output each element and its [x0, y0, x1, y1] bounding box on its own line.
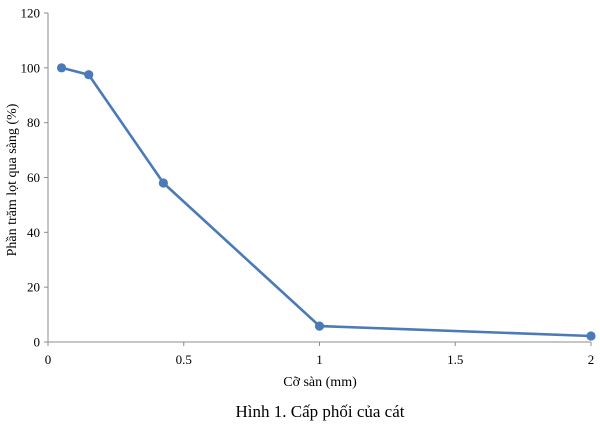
- plot-area: [56, 63, 596, 341]
- data-point: [586, 331, 596, 341]
- x-tick-label: 1.5: [447, 352, 463, 367]
- x-tick-label: 2: [588, 352, 595, 367]
- data-point: [56, 63, 67, 73]
- figure-caption: Hình 1. Cấp phối của cát: [235, 402, 404, 421]
- y-tick-label: 20: [27, 280, 40, 295]
- y-tick-label: 120: [21, 6, 41, 21]
- y-axis-ticks: 0 20 40 60 80 100 120: [21, 6, 48, 350]
- x-tick-label: 0: [45, 352, 52, 367]
- y-tick-label: 100: [21, 60, 41, 75]
- y-tick-label: 40: [27, 225, 40, 240]
- y-tick-label: 80: [27, 115, 40, 130]
- x-tick-label: 1: [316, 352, 323, 367]
- data-point: [84, 70, 94, 80]
- y-tick-label: 60: [27, 170, 40, 185]
- y-tick-label: 0: [34, 335, 41, 350]
- data-point: [314, 321, 325, 331]
- x-axis-label: Cỡ sàn (mm): [283, 375, 357, 390]
- y-axis-label: Phần trăm lọt qua sàng (%): [5, 103, 20, 256]
- x-axis-ticks: 0 0.5 1 1.5 2: [45, 342, 595, 367]
- x-tick-label: 0.5: [176, 352, 192, 367]
- series-line: [61, 66, 592, 338]
- data-point: [158, 178, 168, 188]
